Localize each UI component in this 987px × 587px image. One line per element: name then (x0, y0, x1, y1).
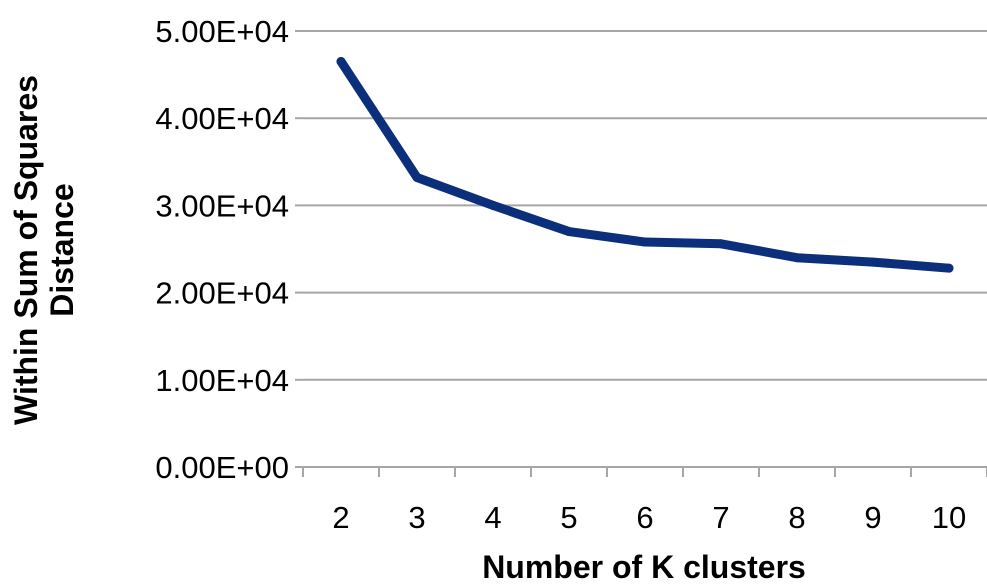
x-tick-label: 3 (408, 500, 425, 535)
series-layer (336, 57, 954, 273)
series-line (336, 57, 954, 273)
y-tick-label: 2.00E+04 (155, 276, 289, 311)
x-tick-label: 10 (932, 500, 966, 535)
data-point (336, 57, 346, 67)
x-tick-label: 4 (484, 500, 501, 535)
x-tick-label: 2 (332, 500, 349, 535)
y-tick-label: 4.00E+04 (155, 101, 289, 136)
y-tick-label: 0.00E+00 (155, 450, 289, 485)
data-point (640, 237, 650, 247)
x-tick-label: 6 (636, 500, 653, 535)
y-axis-title-line-2: Distance (44, 183, 80, 316)
tick-labels: 0.00E+00 1.00E+04 2.00E+04 3.00E+04 4.00E+04… (155, 14, 966, 535)
axes (295, 30, 987, 477)
x-tick-label: 5 (560, 500, 577, 535)
x-tick-label: 7 (712, 500, 729, 535)
data-point (564, 227, 574, 237)
x-tick-label: 8 (788, 500, 805, 535)
y-axis-title-line-1: Within Sum of Squares (8, 75, 44, 425)
y-tick-label: 3.00E+04 (155, 188, 289, 223)
data-point (412, 172, 422, 182)
y-tick-label: 5.00E+04 (155, 14, 289, 49)
data-point (868, 257, 878, 267)
data-point (488, 200, 498, 210)
y-tick-label: 1.00E+04 (155, 363, 289, 398)
data-point (792, 253, 802, 263)
data-point (944, 263, 954, 273)
x-tick-label: 9 (864, 500, 881, 535)
y-axis-title: Within Sum of Squares Distance (8, 75, 80, 425)
data-point (716, 239, 726, 249)
gridlines (303, 30, 987, 381)
x-axis-title: Number of K clusters (482, 549, 806, 585)
